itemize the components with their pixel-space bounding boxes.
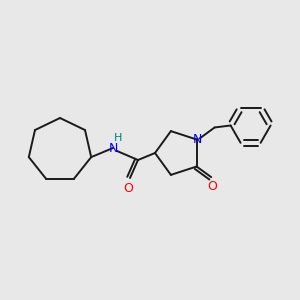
Text: N: N <box>193 133 202 146</box>
Text: O: O <box>123 182 133 194</box>
Text: N: N <box>108 142 118 154</box>
Text: H: H <box>114 133 122 143</box>
Text: O: O <box>207 180 217 193</box>
